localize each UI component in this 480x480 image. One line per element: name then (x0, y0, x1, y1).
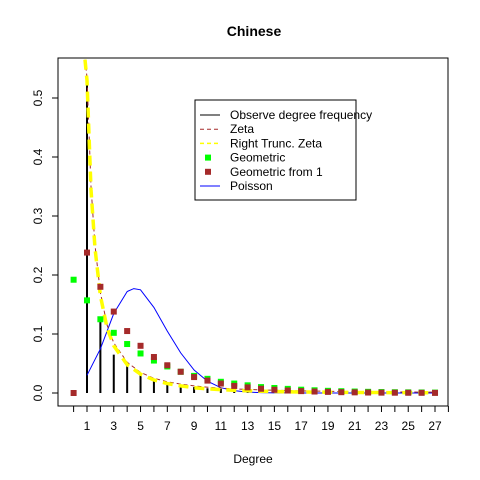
legend-box (194, 99, 357, 201)
point-mark (378, 389, 385, 396)
point-mark (164, 362, 171, 369)
point-mark (84, 249, 90, 256)
x-tick-label: 5 (137, 419, 144, 433)
y-axis: 0.0 0.1 0.2 0.3 0.4 0.5 (31, 89, 59, 401)
x-axis-label: Degree (233, 452, 273, 466)
x-tick-label: 23 (375, 419, 389, 433)
legend-point-swatch (205, 168, 211, 175)
point-mark (110, 329, 117, 336)
point-mark (217, 380, 224, 387)
legend-point-swatch (205, 154, 211, 161)
point-mark (124, 341, 131, 348)
point-mark (70, 276, 77, 283)
point-mark (284, 387, 291, 394)
point-mark (258, 385, 265, 392)
points-layer (70, 249, 439, 396)
x-tick-label: 25 (402, 419, 416, 433)
y-tick-label: 0.1 (31, 325, 45, 342)
series-line-2 (83, 59, 435, 395)
legend-entry-label: Zeta (230, 122, 254, 136)
point-mark (124, 328, 131, 335)
x-tick-label: 21 (348, 419, 362, 433)
x-tick-label: 15 (268, 419, 282, 433)
point-mark (351, 389, 358, 396)
point-mark (150, 357, 157, 364)
point-mark (70, 390, 77, 396)
x-tick-label: 9 (191, 419, 198, 433)
point-mark (365, 389, 372, 396)
x-tick-label: 3 (110, 419, 117, 433)
y-tick-label: 0.2 (31, 266, 45, 283)
point-mark (391, 389, 398, 396)
x-tick-label: 11 (215, 419, 228, 433)
x-tick-label: 1 (84, 419, 91, 433)
y-tick-label: 0.5 (31, 89, 45, 106)
point-mark (418, 389, 425, 396)
point-mark (150, 354, 157, 361)
point-mark (271, 386, 278, 393)
x-tick-label: 7 (164, 419, 171, 433)
point-mark (405, 389, 412, 396)
y-tick-label: 0.3 (31, 207, 45, 224)
y-tick-label: 0.0 (31, 384, 45, 401)
point-mark (110, 308, 117, 315)
point-mark (432, 389, 439, 396)
legend-entry-label: Right Trunc. Zeta (230, 136, 322, 150)
point-mark (137, 350, 144, 357)
point-mark (97, 316, 104, 323)
lines-layer (83, 59, 435, 395)
x-tick-label: 17 (294, 419, 308, 433)
x-tick-label: 19 (321, 419, 335, 433)
point-mark (324, 388, 331, 395)
legend-entry-label: Geometric (230, 151, 285, 165)
point-mark (311, 388, 318, 395)
point-mark (231, 382, 238, 389)
point-mark (338, 389, 345, 396)
y-tick-label: 0.4 (31, 148, 45, 165)
legend-entry-label: Geometric from 1 (230, 165, 323, 179)
legend-entry-label: Poisson (230, 179, 273, 193)
legend-entry-label: Observe degree frequency (230, 108, 372, 122)
point-mark (244, 384, 251, 391)
point-mark (97, 283, 104, 290)
point-mark (204, 377, 211, 384)
point-mark (177, 368, 184, 375)
point-mark (191, 374, 198, 381)
point-mark (137, 342, 144, 349)
chart-title: Chinese (227, 23, 282, 39)
point-mark (298, 388, 305, 395)
x-tick-label: 27 (428, 419, 442, 433)
point-mark (84, 297, 90, 304)
x-axis: 1 3 5 7 9 11 13 15 17 19 21 23 25 27 (58, 405, 449, 433)
x-tick-label: 13 (241, 419, 255, 433)
